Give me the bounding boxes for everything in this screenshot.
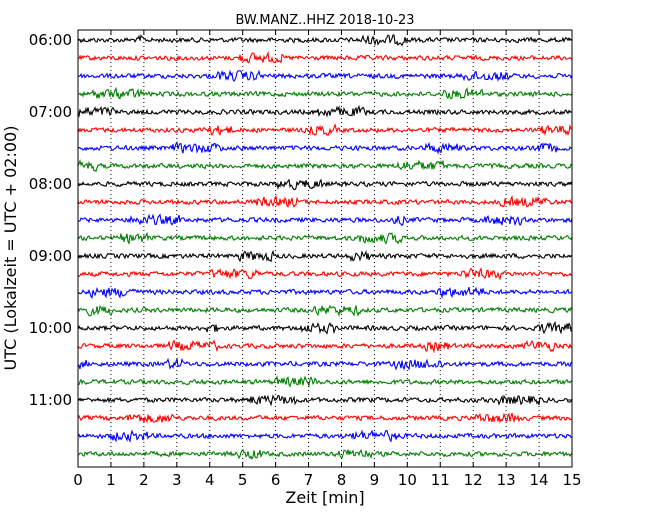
- trace-0630: [77, 69, 573, 83]
- trace-0845: [77, 231, 573, 246]
- y-axis: 06:00 07:00 08:00 09:00 10:00 11:00: [29, 31, 572, 409]
- x-tick-label: 2: [139, 471, 149, 489]
- y-tick-label: 08:00: [29, 175, 72, 193]
- trace-0615: [77, 50, 573, 64]
- trace-0600: [77, 34, 573, 47]
- y-tick-label: 09:00: [29, 247, 72, 265]
- trace-group: [77, 34, 573, 461]
- x-tick-label: 7: [304, 471, 314, 489]
- x-axis-title: Zeit [min]: [285, 488, 364, 507]
- x-axis: 0 1 2 3 4 5 6 7 8 9 10 11 12 13 14 15: [73, 30, 582, 489]
- trace-0800: [77, 178, 573, 191]
- trace-0815: [77, 194, 573, 208]
- plot-frame: [77, 29, 573, 468]
- x-tick-label: 10: [398, 471, 417, 489]
- x-tick-label: 15: [562, 471, 581, 489]
- x-tick-label: 12: [464, 471, 483, 489]
- x-tick-label: 0: [73, 471, 83, 489]
- chart-title: BW.MANZ..HHZ 2018-10-23: [235, 13, 414, 28]
- x-tick-label: 5: [238, 471, 248, 489]
- trace-0945: [77, 304, 573, 318]
- trace-1115: [77, 412, 573, 424]
- trace-1145: [77, 448, 573, 461]
- trace-0700: [77, 104, 573, 118]
- trace-0715: [77, 123, 573, 137]
- trace-1100: [77, 394, 573, 407]
- y-tick-label: 07:00: [29, 103, 72, 121]
- y-tick-label: 06:00: [29, 31, 72, 49]
- trace-0900: [77, 249, 573, 263]
- y-tick-label: 11:00: [29, 391, 72, 409]
- trace-1000: [77, 320, 573, 335]
- trace-0930: [77, 286, 573, 300]
- x-tick-label: 4: [205, 471, 215, 489]
- x-tick-label: 13: [497, 471, 516, 489]
- trace-1015: [77, 339, 573, 354]
- trace-0915: [77, 267, 573, 281]
- trace-0645: [77, 86, 573, 100]
- y-tick-label: 10:00: [29, 319, 72, 337]
- trace-1130: [77, 429, 573, 443]
- x-tick-label: 6: [271, 471, 281, 489]
- trace-0730: [77, 141, 573, 155]
- x-tick-label: 1: [106, 471, 116, 489]
- y-axis-title: UTC (Lokalzeit = UTC + 02:00): [1, 126, 20, 371]
- trace-0745: [77, 158, 573, 172]
- grid-lines: [110, 30, 540, 467]
- x-tick-label: 8: [337, 471, 347, 489]
- x-tick-label: 11: [431, 471, 450, 489]
- x-tick-label: 9: [370, 471, 380, 489]
- trace-0830: [77, 213, 573, 227]
- trace-1045: [77, 374, 573, 388]
- x-tick-label: 14: [530, 471, 549, 489]
- x-tick-label: 3: [172, 471, 182, 489]
- trace-1030: [77, 357, 573, 371]
